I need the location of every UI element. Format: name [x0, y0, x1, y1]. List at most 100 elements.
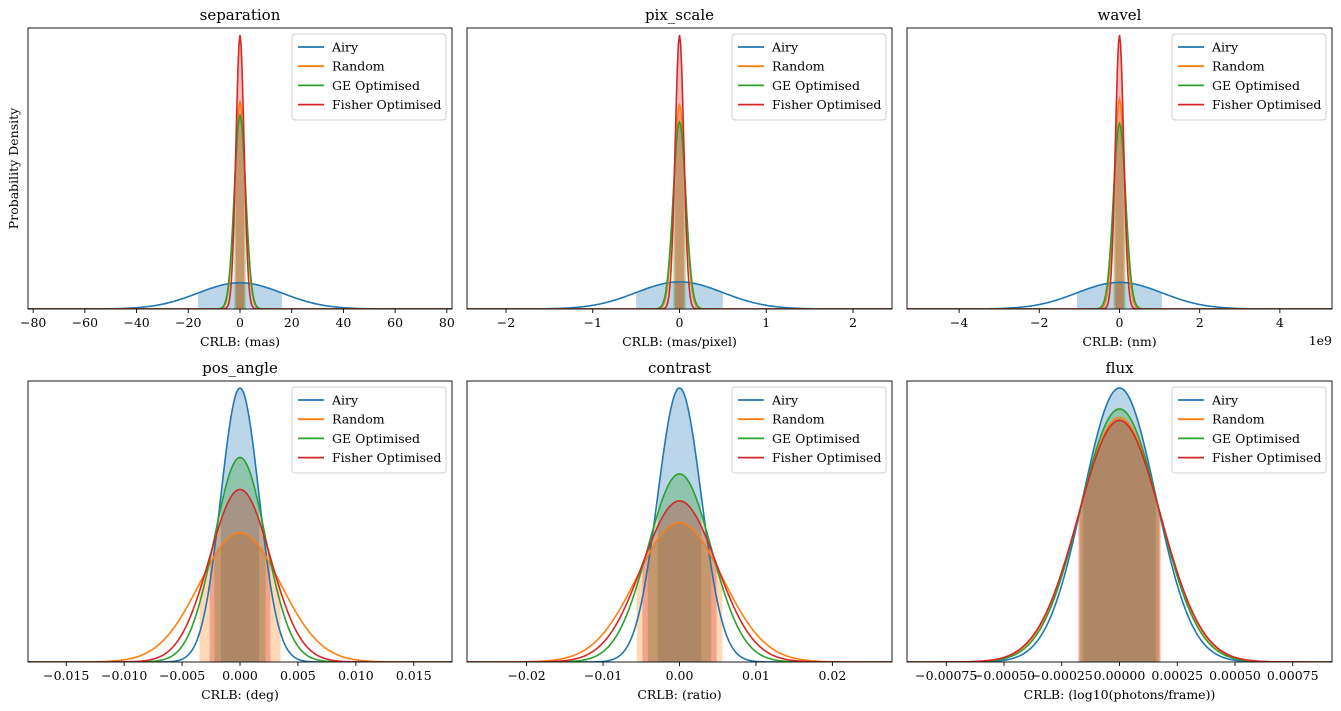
x-tick-label: 2 — [1196, 315, 1204, 330]
sigma-fill-fisher-optimised — [235, 35, 245, 309]
subplot-title: contrast — [648, 359, 711, 377]
x-axis-label: CRLB: (log10(photons/frame)) — [1024, 687, 1216, 702]
legend: Airy Random GE Optimised Fisher Optimised — [1171, 386, 1327, 474]
x-tick-label: 0.015 — [396, 668, 432, 683]
x-tick-label: −0.015 — [43, 668, 89, 683]
x-tick-label: 0 — [676, 315, 684, 330]
sigma-fill-airy — [1083, 388, 1156, 662]
sigma-fill-random — [673, 105, 686, 309]
sigma-fill-ge-optimised — [673, 122, 686, 309]
sigma-fill-ge-optimised — [234, 115, 246, 309]
series-line-airy — [28, 387, 452, 662]
subplot-pos-angle: −0.015 −0.010 −0.005 0.000 0.005 0.010 0.015 po… — [27, 359, 453, 702]
sigma-fill-fisher-optimised — [675, 35, 684, 309]
x-axis-label: CRLB: (ratio) — [637, 687, 721, 702]
legend-label-fisher-optimised: Fisher Optimised — [332, 450, 441, 465]
legend-label-airy: Airy — [771, 40, 799, 55]
x-tick-label: 0.00000 — [1094, 668, 1146, 683]
subplot-title: pos_angle — [202, 359, 278, 377]
x-tick-label: 0 — [1116, 315, 1124, 330]
legend-label-fisher-optimised: Fisher Optimised — [772, 450, 881, 465]
x-tick-label: 0.010 — [338, 668, 374, 683]
x-tick-label: 4 — [1276, 315, 1284, 330]
legend-label-fisher-optimised: Fisher Optimised — [1212, 450, 1321, 465]
legend-label-fisher-optimised: Fisher Optimised — [332, 97, 441, 112]
series-line-fisher-optimised — [907, 419, 1332, 662]
legend-label-random: Random — [772, 59, 825, 74]
legend-box — [1171, 33, 1327, 121]
x-tick-label: −0.010 — [101, 668, 147, 683]
subplot-title: pix_scale — [645, 6, 714, 24]
legend-label-random: Random — [332, 59, 385, 74]
subplot-contrast: −0.02 −0.01 0.00 0.01 0.02 contrast CRLB: (rat… — [466, 359, 893, 702]
subplot-title: flux — [1105, 359, 1134, 377]
x-tick-label: −0.005 — [159, 668, 205, 683]
legend-label-ge-optimised: GE Optimised — [332, 78, 420, 93]
sigma-fill-airy — [220, 388, 260, 662]
x-tick-label: −60 — [72, 315, 98, 330]
series-line-airy — [467, 387, 892, 662]
legend-label-airy: Airy — [331, 40, 359, 55]
subplot-pix-scale: −2 −1 0 1 2 pix_scale CRLB: (mas/pixel) Airy Ran… — [466, 6, 893, 349]
legend: Airy Random GE Optimised Fisher Optimised — [731, 386, 887, 474]
series-line-ge-optimised — [28, 456, 452, 662]
series-line-random — [28, 99, 452, 309]
subplot-title: wavel — [1098, 6, 1142, 24]
x-tick-label: 0 — [236, 315, 244, 330]
legend-label-ge-optimised: GE Optimised — [332, 431, 420, 446]
sigma-fill-airy — [197, 282, 283, 309]
x-tick-label: 1 — [762, 315, 770, 330]
x-tick-label: −0.02 — [507, 668, 545, 683]
legend-box — [1171, 386, 1327, 474]
plot-area — [907, 34, 1332, 309]
subplot-separation: −80 −60 −40 −20 0 20 40 60 80 separation CRLB: (ma… — [6, 6, 455, 349]
subplot-flux: −0.00075−0.00050−0.00025 0.00000 0.00025 0.… — [906, 359, 1333, 702]
legend-box — [291, 33, 447, 121]
sigma-fill-fisher-optimised — [642, 500, 717, 662]
x-tick-label: −0.00025 — [1031, 668, 1093, 683]
legend: Airy Random GE Optimised Fisher Optimised — [291, 33, 447, 121]
legend-label-ge-optimised: GE Optimised — [772, 431, 860, 446]
legend-label-airy: Airy — [1211, 40, 1239, 55]
subplot-title: separation — [200, 6, 281, 24]
x-tick-label: −20 — [175, 315, 201, 330]
sigma-fill-ge-optimised — [647, 473, 712, 662]
x-axis-label: CRLB: (mas/pixel) — [622, 334, 737, 349]
x-tick-label: 20 — [284, 315, 300, 330]
legend-label-ge-optimised: GE Optimised — [1212, 431, 1300, 446]
x-tick-label: 60 — [387, 315, 403, 330]
sigma-fill-random — [1078, 417, 1161, 662]
plot-area — [28, 34, 452, 309]
plot-area — [28, 387, 452, 662]
sigma-fill-ge-optimised — [1113, 123, 1126, 309]
x-tick-label: 0.000 — [222, 668, 258, 683]
x-tick-label: 0.00 — [666, 668, 694, 683]
sigma-fill-ge-optimised — [1080, 408, 1159, 662]
x-tick-label: 0.005 — [280, 668, 316, 683]
x-tick-label: −2 — [1030, 315, 1048, 330]
x-tick-label: −80 — [20, 315, 46, 330]
legend-label-airy: Airy — [331, 393, 359, 408]
series-line-ge-optimised — [467, 119, 892, 309]
sigma-fill-airy — [657, 388, 702, 662]
legend-box — [731, 33, 887, 121]
series-line-random — [467, 102, 892, 309]
legend-box — [731, 386, 887, 474]
series-line-fisher-optimised — [907, 34, 1332, 309]
x-tick-label: 0.02 — [818, 668, 846, 683]
legend-label-random: Random — [332, 412, 385, 427]
x-tick-label: −0.00050 — [973, 668, 1035, 683]
plot-area — [907, 387, 1332, 662]
x-axis-label: CRLB: (deg) — [201, 687, 279, 702]
sigma-fill-airy — [636, 281, 723, 309]
series-line-fisher-optimised — [28, 488, 452, 662]
x-tick-label: 0.01 — [742, 668, 770, 683]
y-axis-label: Probability Density — [6, 107, 21, 229]
subplot-wavel: −4 −2 0 2 4 wavel CRLB: (nm) 1e9 Airy Random GE Op… — [906, 6, 1333, 349]
x-tick-label: −0.01 — [584, 668, 622, 683]
x-tick-label: 0.00025 — [1151, 668, 1203, 683]
sigma-fill-random — [636, 522, 723, 662]
sigma-fill-airy — [1077, 282, 1162, 309]
x-tick-label: 40 — [335, 315, 351, 330]
